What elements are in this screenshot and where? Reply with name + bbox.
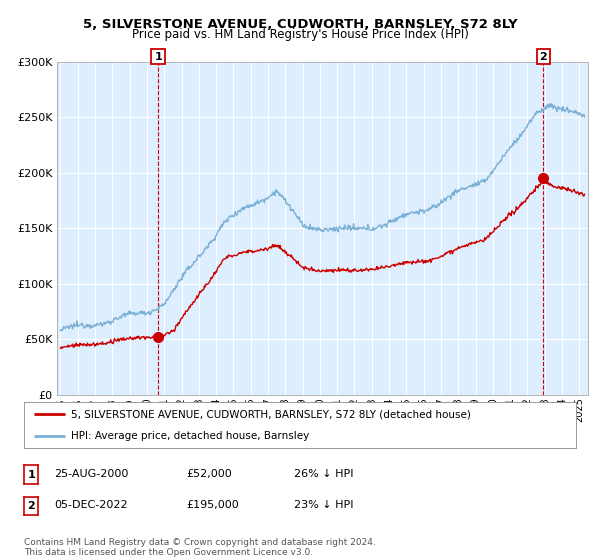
Text: 2: 2	[539, 52, 547, 62]
Text: Contains HM Land Registry data © Crown copyright and database right 2024.
This d: Contains HM Land Registry data © Crown c…	[24, 538, 376, 557]
Text: 5, SILVERSTONE AVENUE, CUDWORTH, BARNSLEY, S72 8LY (detached house): 5, SILVERSTONE AVENUE, CUDWORTH, BARNSLE…	[71, 409, 471, 419]
Text: 1: 1	[28, 470, 35, 479]
Text: 05-DEC-2022: 05-DEC-2022	[54, 500, 128, 510]
Text: 26% ↓ HPI: 26% ↓ HPI	[294, 469, 353, 479]
Text: 25-AUG-2000: 25-AUG-2000	[54, 469, 128, 479]
Text: 2: 2	[28, 501, 35, 511]
Text: £195,000: £195,000	[186, 500, 239, 510]
Text: £52,000: £52,000	[186, 469, 232, 479]
Text: HPI: Average price, detached house, Barnsley: HPI: Average price, detached house, Barn…	[71, 431, 309, 441]
Text: 23% ↓ HPI: 23% ↓ HPI	[294, 500, 353, 510]
Text: Price paid vs. HM Land Registry's House Price Index (HPI): Price paid vs. HM Land Registry's House …	[131, 28, 469, 41]
Text: 5, SILVERSTONE AVENUE, CUDWORTH, BARNSLEY, S72 8LY: 5, SILVERSTONE AVENUE, CUDWORTH, BARNSLE…	[83, 18, 517, 31]
Text: 1: 1	[154, 52, 162, 62]
